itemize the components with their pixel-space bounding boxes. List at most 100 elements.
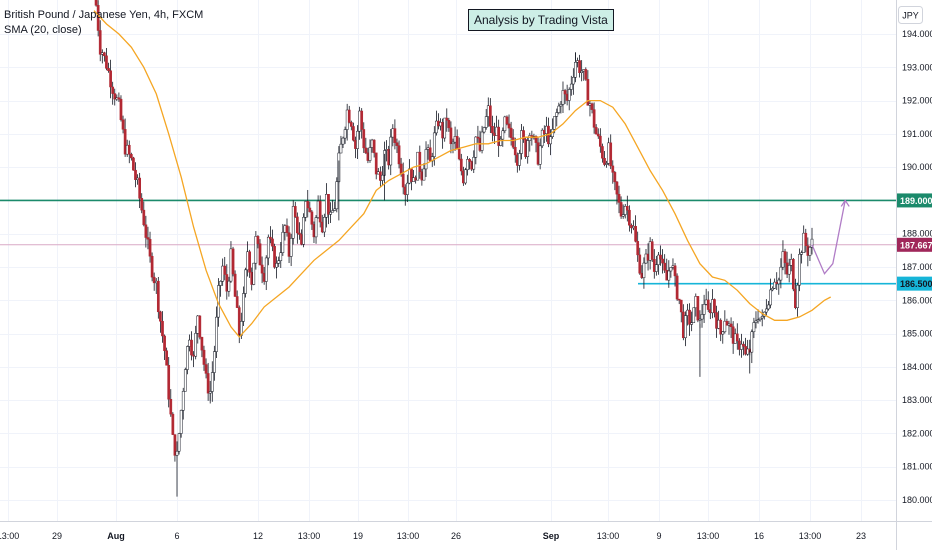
bear-candle bbox=[513, 146, 517, 156]
bull-candle bbox=[555, 112, 559, 117]
bear-candle bbox=[134, 169, 137, 180]
legend: British Pound / Japanese Yen, 4h, FXCM S… bbox=[4, 8, 203, 38]
y-tick-label: 182.000 bbox=[902, 428, 932, 438]
bear-candle bbox=[675, 275, 679, 300]
bear-candle bbox=[615, 181, 619, 195]
bear-candle bbox=[171, 413, 175, 435]
time-axis[interactable]: 13:00 29 Aug 6 12 13:00 19 13:00 26 Sep 13:00 9 13:0… bbox=[0, 531, 866, 541]
bull-candle bbox=[208, 391, 212, 394]
bull-candle bbox=[480, 131, 484, 151]
indicator-label[interactable]: SMA (20, close) bbox=[4, 24, 82, 36]
bear-candle bbox=[725, 320, 729, 326]
candles bbox=[94, 0, 814, 497]
bear-candle bbox=[791, 259, 795, 290]
bear-candle bbox=[457, 148, 461, 160]
bear-candle bbox=[190, 339, 193, 356]
bear-candle bbox=[156, 280, 160, 313]
bull-candle bbox=[756, 319, 760, 322]
bull-candle bbox=[333, 208, 337, 211]
bull-candle bbox=[752, 322, 756, 333]
bear-candle bbox=[150, 255, 154, 278]
bull-candle bbox=[808, 247, 812, 256]
y-tick-label: 187.000 bbox=[902, 262, 932, 272]
bull-candle bbox=[266, 236, 270, 259]
bull-candle bbox=[432, 132, 436, 157]
bull-candle bbox=[474, 136, 478, 158]
bear-candle bbox=[117, 97, 121, 100]
bull-candle bbox=[472, 156, 476, 170]
bear-candle bbox=[592, 109, 596, 128]
bull-candle bbox=[721, 331, 725, 335]
bull-candle bbox=[767, 304, 770, 310]
bear-candle bbox=[590, 103, 594, 110]
bull-candle bbox=[760, 316, 764, 319]
bear-candle bbox=[113, 93, 117, 100]
bear-candle bbox=[673, 265, 677, 277]
bear-candle bbox=[121, 119, 125, 130]
bull-candle bbox=[368, 147, 372, 161]
y-tick-label: 191.000 bbox=[902, 129, 932, 139]
bear-candle bbox=[306, 201, 310, 209]
bear-candle bbox=[729, 323, 733, 328]
bear-candle bbox=[165, 350, 168, 366]
analysis-badge: Analysis by Trading Vista bbox=[468, 9, 614, 31]
bear-candle bbox=[273, 246, 276, 268]
y-tick-label: 183.000 bbox=[902, 395, 932, 405]
bull-candle bbox=[179, 410, 183, 434]
symbol-title[interactable]: British Pound / Japanese Yen, 4h, FXCM bbox=[4, 9, 204, 21]
bull-candle bbox=[484, 116, 488, 128]
bull-candle bbox=[175, 450, 179, 456]
bear-candle bbox=[719, 319, 723, 335]
last-price-tag bbox=[897, 237, 932, 252]
bull-candle bbox=[655, 264, 658, 272]
bull-candle bbox=[567, 89, 571, 101]
bear-candle bbox=[563, 90, 567, 95]
price-tags: 189.000 187.667 186.500 bbox=[897, 193, 932, 291]
bear-candle bbox=[269, 236, 272, 240]
bear-candle bbox=[468, 159, 471, 162]
bull-candle bbox=[302, 217, 305, 245]
support-price-tag bbox=[897, 276, 932, 291]
bear-candle bbox=[159, 311, 162, 322]
bull-candle bbox=[499, 138, 503, 146]
bear-candle bbox=[706, 299, 710, 310]
price-axis[interactable]: 180.000 181.000 182.000 183.000 184.000 185.0… bbox=[902, 29, 932, 505]
bull-candle bbox=[466, 159, 469, 171]
bull-candle bbox=[657, 254, 660, 265]
bull-candle bbox=[771, 288, 774, 291]
bear-candle bbox=[418, 151, 422, 172]
bear-candle bbox=[223, 265, 227, 275]
bear-candle bbox=[742, 343, 745, 347]
bear-candle bbox=[491, 126, 494, 134]
bear-candle bbox=[696, 296, 700, 321]
bear-candle bbox=[511, 137, 515, 148]
currency-button[interactable]: JPY bbox=[898, 6, 923, 24]
bull-candle bbox=[796, 284, 799, 308]
bear-candle bbox=[202, 349, 206, 365]
bull-candle bbox=[810, 238, 814, 248]
bull-candle bbox=[758, 317, 762, 320]
bear-candle bbox=[173, 434, 177, 456]
bull-candle bbox=[339, 143, 343, 154]
bear-candle bbox=[679, 299, 683, 313]
bull-candle bbox=[443, 117, 447, 139]
bull-candle bbox=[684, 315, 687, 339]
bear-candle bbox=[293, 206, 297, 218]
bear-candle bbox=[459, 158, 463, 172]
bull-candle bbox=[559, 104, 563, 107]
bear-candle bbox=[233, 273, 237, 297]
y-tick-label: 180.000 bbox=[902, 495, 932, 505]
bear-candle bbox=[638, 254, 642, 274]
bear-candle bbox=[455, 136, 459, 150]
last-price-tag-label: 187.667 bbox=[900, 240, 932, 250]
bear-candle bbox=[601, 146, 604, 159]
bear-candle bbox=[271, 238, 274, 247]
bear-candle bbox=[594, 127, 598, 135]
x-tick-label: 13:00 bbox=[298, 531, 321, 541]
bear-candle bbox=[200, 336, 204, 351]
bull-candle bbox=[435, 120, 438, 134]
level-lines bbox=[0, 199, 896, 285]
bear-candle bbox=[119, 98, 123, 121]
bear-candle bbox=[449, 127, 453, 145]
